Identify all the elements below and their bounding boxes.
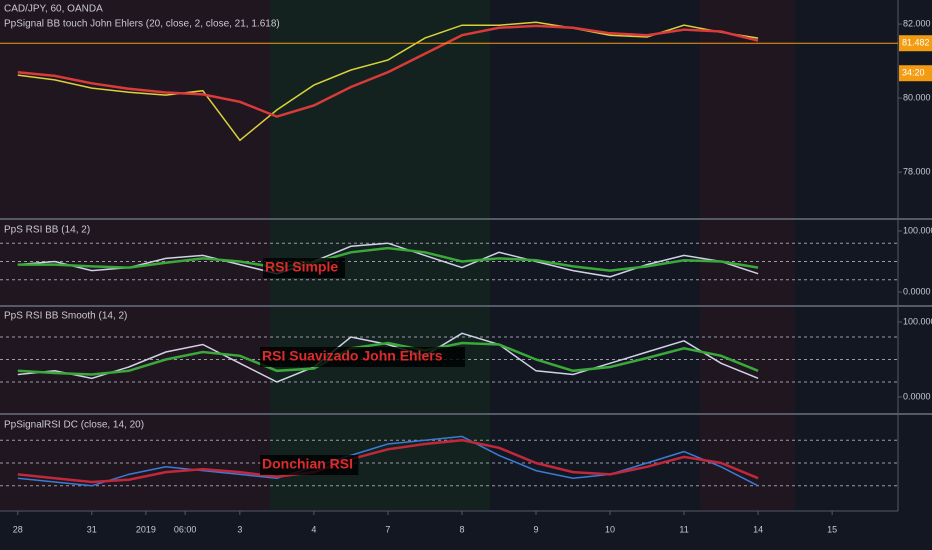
x-tick-label: 28 [13, 524, 23, 534]
x-tick-label: 11 [679, 524, 688, 534]
last-price-box [899, 35, 932, 52]
x-tick-label: 8 [459, 524, 464, 534]
bear-zone [0, 0, 270, 510]
last-price-label: 81.482 [902, 38, 930, 48]
x-tick-label: 06:00 [174, 524, 197, 534]
x-tick-label: 7 [385, 524, 390, 534]
y-tick-label: 82.000 [903, 18, 931, 28]
indicator-title: PpS RSI BB Smooth (14, 2) [4, 311, 127, 322]
annotation: RSI Simple [265, 259, 338, 275]
series-line [17, 341, 759, 376]
y-tick-label: 80.000 [903, 92, 931, 102]
series-line [17, 438, 759, 484]
series-line [17, 246, 759, 272]
x-tick-label: 9 [533, 524, 538, 534]
countdown: 34:20 [902, 68, 925, 78]
y-tick-label: 78.000 [903, 166, 931, 176]
y-tick-label: 0.0000 [903, 286, 931, 296]
symbol-title: CAD/JPY, 60, OANDA [4, 4, 103, 15]
y-tick-label: 100.0000 [903, 225, 932, 235]
annotation: RSI Suavizado John Ehlers [262, 348, 443, 364]
x-tick-label: 10 [605, 524, 615, 534]
y-tick-label: 0.0000 [903, 391, 931, 401]
indicator-title: PpSignalRSI DC (close, 14, 20) [4, 420, 144, 431]
x-tick-label: 15 [827, 524, 837, 534]
x-tick-label: 2019 [136, 524, 156, 534]
annotation-box [260, 455, 359, 475]
bull-zone [270, 0, 490, 510]
x-tick-label: 4 [311, 524, 316, 534]
x-tick-label: 31 [87, 524, 97, 534]
annotation-box [263, 258, 345, 278]
indicator-title: PpS RSI BB (14, 2) [4, 225, 90, 236]
x-tick-label: 14 [753, 524, 763, 534]
annotation-box [260, 347, 465, 367]
series-line [17, 24, 759, 118]
bear-zone [700, 0, 795, 510]
indicator-title: PpSignal BB touch John Ehlers (20, close… [4, 19, 280, 30]
countdown-box [899, 65, 932, 82]
series-line [17, 332, 759, 383]
annotation: Donchian RSI [262, 456, 353, 472]
series-line [17, 21, 759, 142]
x-tick-label: 3 [237, 524, 242, 534]
series-line [17, 435, 759, 487]
y-tick-label: 100.0000 [903, 316, 932, 326]
